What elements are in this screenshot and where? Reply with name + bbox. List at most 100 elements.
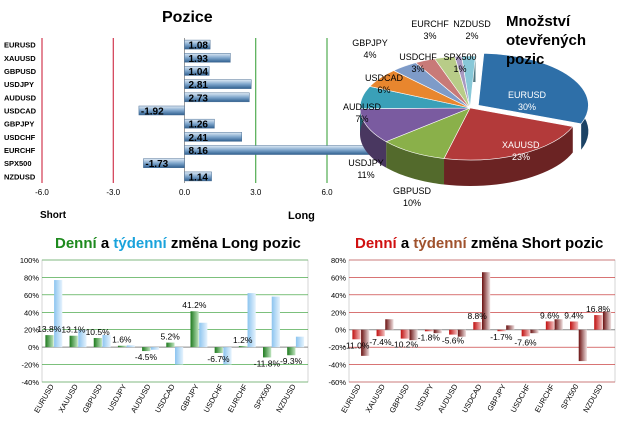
data-label: -6.7% — [207, 354, 230, 364]
positions-chart-svg: -6.0 -3.0 0.0 3.0 6.0 EURUSD 1.08 XAUUSD 1.93 GBP… — [4, 38, 379, 197]
pie-slice-pct: 6% — [377, 85, 390, 95]
data-label: -7.4% — [369, 337, 392, 347]
category-label: USDCHF — [202, 382, 226, 414]
category-label: SPX500 — [252, 383, 274, 411]
pie-slice-label: EURUSD — [508, 90, 547, 100]
y-tick-label: 40% — [331, 291, 346, 300]
pie-title-line-1: Množství — [506, 13, 571, 30]
long-title-and: a — [96, 235, 114, 252]
category-label: EURCHF — [226, 382, 250, 414]
short-change-title: Denní a týdenní změna Short pozic — [355, 235, 603, 252]
weekly-bar — [175, 347, 184, 365]
weekly-bar — [602, 311, 612, 330]
data-label: 1.6% — [112, 335, 132, 345]
data-label: -11.8% — [254, 358, 281, 368]
weekly-bar — [126, 345, 135, 348]
category-label: GBPUSD — [388, 382, 412, 414]
category-label: GBPUSD — [4, 67, 37, 76]
category-label: XAUUSD — [4, 54, 36, 63]
y-tick-label: 80% — [331, 256, 346, 265]
data-label: 9.4% — [564, 311, 584, 321]
pie-slice-label: GBPJPY — [352, 38, 388, 48]
category-label: GBPJPY — [485, 383, 508, 413]
daily-bar — [521, 329, 530, 337]
bar-value-label: 1.93 — [189, 54, 209, 65]
category-label: USDCAD — [460, 382, 484, 414]
data-label: 41.2% — [182, 300, 207, 310]
pie-slice — [359, 107, 471, 142]
category-label: EURCHF — [533, 382, 557, 414]
daily-bar — [238, 346, 248, 348]
weekly-bar — [578, 329, 587, 362]
pie-slice — [461, 55, 476, 109]
weekly-bar — [482, 272, 491, 330]
data-label: -9.3% — [280, 356, 303, 366]
daily-bar — [287, 347, 296, 356]
bar — [143, 158, 185, 168]
pie-slice-label: NZDUSD — [453, 19, 491, 29]
data-label: 8.8% — [467, 311, 487, 321]
bar — [184, 92, 250, 103]
bar — [184, 79, 252, 89]
category-label: USDCHF — [4, 133, 36, 142]
pie-slice-label: AUDUSD — [343, 102, 382, 112]
pie-slice-label: XAUUSD — [502, 140, 540, 150]
y-tick-label: 100% — [20, 256, 40, 265]
positions-chart: Pozice -6.0 -3.0 0.0 3.0 6.0 EURUSD 1.08 XAUUSD… — [0, 0, 379, 230]
open-positions-pie: EURUSD 30% XAUUSD 23% GBPUSD 10% USDJPY 11% AUDU… — [330, 0, 622, 230]
data-label: -11.0% — [343, 340, 370, 350]
daily-bar — [400, 329, 409, 339]
y-tick-label: 80% — [24, 273, 39, 282]
daily-bar — [45, 335, 54, 348]
short-label: Short — [40, 210, 67, 221]
short-change-svg: 80%60%40%20%0%-20%-40%-60%-11.0%EURUSD-7… — [328, 256, 616, 414]
long-title-weekly: týdenní — [113, 235, 167, 252]
weekly-bar — [223, 347, 232, 365]
pie-slice-side — [360, 108, 387, 168]
category-label: USDJPY — [413, 383, 436, 413]
y-tick-label: -20% — [21, 361, 39, 370]
weekly-bar — [150, 347, 160, 350]
x-tick-label: 6.0 — [321, 188, 333, 197]
pie-title-line-2: otevřených — [506, 32, 587, 49]
pie-slice — [478, 53, 589, 125]
y-tick-label: -60% — [328, 378, 346, 387]
category-label: NZDUSD — [274, 382, 298, 414]
bar-value-label: 1.08 — [189, 41, 209, 52]
weekly-bar — [295, 336, 305, 348]
pie-slice-pct: 2% — [465, 31, 478, 41]
category-label: XAUUSD — [57, 382, 81, 414]
y-tick-label: 20% — [24, 326, 39, 335]
bar-value-label: -1.73 — [145, 159, 168, 170]
data-label: -4.5% — [135, 352, 158, 362]
x-tick-label: -6.0 — [35, 188, 49, 197]
pie-slice-side — [444, 126, 573, 186]
category-label: GBPJPY — [4, 120, 34, 129]
x-tick-label: 0.0 — [179, 188, 191, 197]
long-change-svg: 100%80%60%40%20%0%-20%-40%13.8%EURUSD13.… — [20, 256, 309, 414]
daily-bar — [424, 329, 434, 332]
y-tick-label: 20% — [331, 308, 346, 317]
short-title-and: a — [396, 235, 414, 252]
category-label: USDCAD — [153, 382, 177, 414]
category-label: USDJPY — [4, 80, 34, 89]
y-tick-label: -40% — [21, 378, 39, 387]
bar-value-label: 2.73 — [189, 93, 209, 104]
daily-bar — [93, 337, 102, 348]
pie-slice-label: EURCHF — [411, 19, 449, 29]
pie-title: Množství otevřených pozic — [506, 12, 586, 69]
category-label: AUDUSD — [436, 382, 460, 414]
category-label: USDCHF — [509, 382, 533, 414]
daily-bar — [376, 329, 385, 337]
bar — [184, 39, 211, 50]
weekly-bar — [102, 334, 111, 348]
long-title-daily: Denní — [55, 235, 97, 252]
pie-slice-label: USDCAD — [365, 73, 404, 83]
pie-slice-pct: 10% — [403, 198, 421, 208]
daily-bar — [190, 311, 199, 348]
data-label: 5.2% — [160, 332, 180, 342]
x-tick-label: -3.0 — [106, 188, 120, 197]
open-positions-pie-svg: EURUSD 30% XAUUSD 23% GBPUSD 10% USDJPY 11% AUDU… — [343, 19, 589, 208]
daily-bar — [263, 347, 272, 358]
data-label: 13.8% — [37, 324, 62, 334]
